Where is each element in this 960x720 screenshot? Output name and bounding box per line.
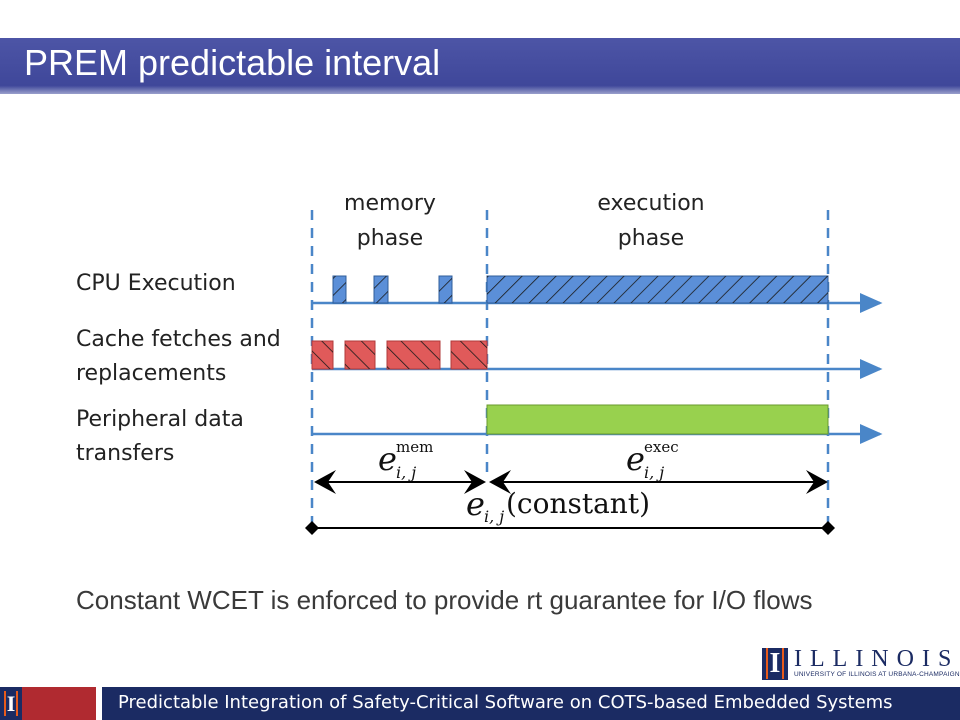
- footer-bar: Predictable Integration of Safety-Critic…: [102, 687, 960, 720]
- slide-caption: Constant WCET is enforced to provide rt …: [76, 585, 813, 615]
- footer-text: Predictable Integration of Safety-Critic…: [118, 692, 893, 713]
- footer: I Predictable Integration of Safety-Crit…: [0, 687, 960, 720]
- cache-block: [345, 341, 375, 369]
- cpu-block: [439, 276, 452, 303]
- cpu-block: [374, 276, 388, 303]
- illinois-logo: I ILLINOIS UNIVERSITY OF ILLINOIS AT URB…: [762, 646, 960, 682]
- e-total-annotation: e: [466, 485, 485, 523]
- memory-phase-label-line1: memory: [344, 191, 436, 216]
- execution-phase-label-line1: execution: [597, 191, 704, 216]
- e-exec-subscript: i, j: [644, 463, 664, 482]
- cpu-row-label: CPU Execution: [76, 271, 236, 296]
- total-interval-right-diamond: [821, 521, 835, 535]
- e-total-subscript: i, j: [484, 507, 504, 526]
- logo-subtext: UNIVERSITY OF ILLINOIS AT URBANA-CHAMPAI…: [794, 671, 960, 678]
- e-exec-annotation: e: [626, 440, 645, 478]
- peripheral-transfer-block: [486, 404, 829, 435]
- e-mem-subscript: i, j: [396, 463, 416, 482]
- cpu-memory-phase-blocks: [332, 275, 453, 304]
- e-mem-superscript: mem: [396, 438, 433, 456]
- cache-fetch-blocks: [311, 340, 488, 370]
- execution-phase-label-line2: phase: [618, 226, 684, 251]
- cache-row-label-line1: Cache fetches and: [76, 327, 281, 352]
- cache-row-label-line2: replacements: [76, 361, 226, 386]
- peripheral-row-label-line1: Peripheral data: [76, 407, 244, 432]
- e-mem-annotation: e: [378, 440, 397, 478]
- e-exec-superscript: exec: [644, 438, 679, 456]
- total-interval-left-diamond: [305, 521, 319, 535]
- logo-wordmark: ILLINOIS: [794, 646, 960, 672]
- e-total-constant-label: (constant): [506, 487, 650, 520]
- cache-block: [451, 341, 487, 369]
- footer-accent-bar: [22, 687, 96, 720]
- cpu-block: [333, 276, 346, 303]
- title-bar: PREM predictable interval: [0, 38, 960, 94]
- cache-block: [312, 341, 333, 369]
- slide-title: PREM predictable interval: [24, 42, 441, 83]
- illinois-block-i-icon: I: [762, 648, 788, 680]
- peripheral-row-label-line2: transfers: [76, 441, 174, 466]
- cpu-execution-phase-hatch: [487, 276, 828, 303]
- footer-illinois-block-i-icon: I: [0, 687, 22, 720]
- cache-block: [387, 341, 440, 369]
- memory-phase-label-line2: phase: [357, 226, 423, 251]
